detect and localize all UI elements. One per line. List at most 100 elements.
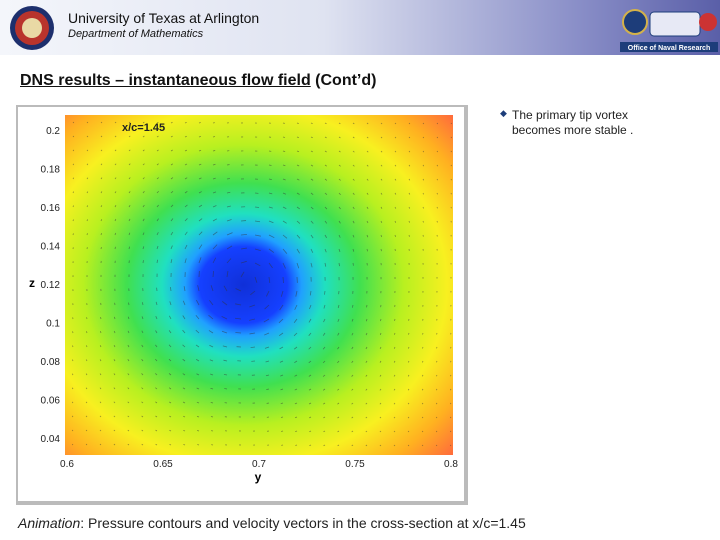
vector — [337, 430, 340, 433]
vector — [394, 206, 397, 209]
vector — [249, 318, 256, 321]
vector — [240, 247, 247, 250]
vector — [365, 430, 368, 433]
vector — [156, 135, 159, 138]
vector — [294, 388, 298, 391]
vector — [324, 150, 327, 153]
vector — [379, 416, 382, 419]
vector — [155, 429, 158, 432]
vector — [127, 373, 130, 376]
vector — [156, 232, 159, 236]
vector — [249, 304, 256, 308]
vector — [310, 164, 314, 167]
vector — [338, 122, 341, 125]
vector — [210, 402, 214, 404]
vector — [198, 149, 202, 152]
vector — [141, 415, 144, 418]
vector — [99, 373, 102, 376]
vector — [128, 121, 131, 124]
vector — [380, 122, 383, 125]
vector — [282, 136, 286, 138]
vector — [127, 359, 130, 362]
vector — [296, 234, 301, 239]
vector — [212, 205, 217, 208]
vector — [72, 205, 74, 208]
vector — [196, 415, 200, 418]
vector — [394, 220, 397, 223]
vector — [212, 257, 217, 264]
vector — [141, 401, 144, 404]
vector — [421, 430, 424, 433]
vector — [85, 373, 88, 376]
vector — [184, 218, 188, 222]
vector — [421, 388, 424, 391]
vector — [294, 374, 298, 377]
vector — [265, 360, 270, 363]
vector — [421, 374, 424, 377]
vector — [184, 121, 187, 124]
vector — [168, 330, 172, 334]
vector — [99, 345, 102, 348]
vector — [280, 374, 284, 377]
vector — [114, 149, 117, 152]
vector — [155, 344, 158, 348]
vector — [209, 299, 214, 306]
vector — [366, 150, 369, 153]
vector — [72, 191, 75, 194]
vector — [155, 401, 158, 404]
y-tick-label: 0.08 — [41, 357, 61, 368]
vector — [407, 360, 410, 363]
vector — [407, 346, 410, 349]
caption: Animation: Pressure contours and velocit… — [18, 515, 526, 531]
vector — [279, 360, 284, 363]
vector — [221, 330, 228, 334]
vector — [393, 360, 396, 363]
vector — [278, 318, 284, 324]
vector — [169, 315, 172, 320]
vector — [408, 206, 411, 209]
vector — [155, 316, 158, 320]
vector — [422, 136, 425, 139]
vector — [435, 416, 438, 419]
vector — [393, 332, 396, 335]
vector — [450, 136, 453, 139]
vector — [142, 121, 145, 124]
vector — [338, 248, 341, 253]
vector — [294, 304, 298, 310]
vector — [268, 220, 274, 224]
vector — [308, 318, 312, 323]
vector — [72, 219, 74, 222]
vector — [234, 317, 242, 320]
vector — [393, 402, 396, 405]
vector — [337, 318, 340, 322]
vector — [279, 346, 284, 350]
vector — [407, 430, 410, 433]
vector — [338, 136, 341, 139]
vector — [169, 415, 172, 418]
vector — [155, 415, 158, 418]
vector — [266, 388, 270, 390]
vector — [422, 220, 424, 223]
vector — [128, 246, 131, 250]
vector — [85, 387, 88, 390]
vector — [310, 262, 313, 268]
vector — [182, 387, 186, 390]
vector — [142, 232, 145, 236]
vector — [324, 290, 326, 295]
vector — [182, 315, 186, 320]
vector — [100, 135, 103, 138]
vector — [212, 231, 218, 236]
vector — [141, 443, 144, 446]
vector — [295, 290, 298, 297]
vector — [366, 234, 369, 238]
vector — [156, 190, 159, 194]
vector — [308, 402, 312, 405]
vector — [99, 415, 102, 418]
vector — [309, 444, 312, 446]
vector — [210, 373, 214, 376]
vector — [195, 329, 200, 334]
vector — [170, 245, 173, 250]
vector — [323, 402, 326, 405]
vector — [351, 318, 354, 322]
vector — [85, 345, 88, 348]
